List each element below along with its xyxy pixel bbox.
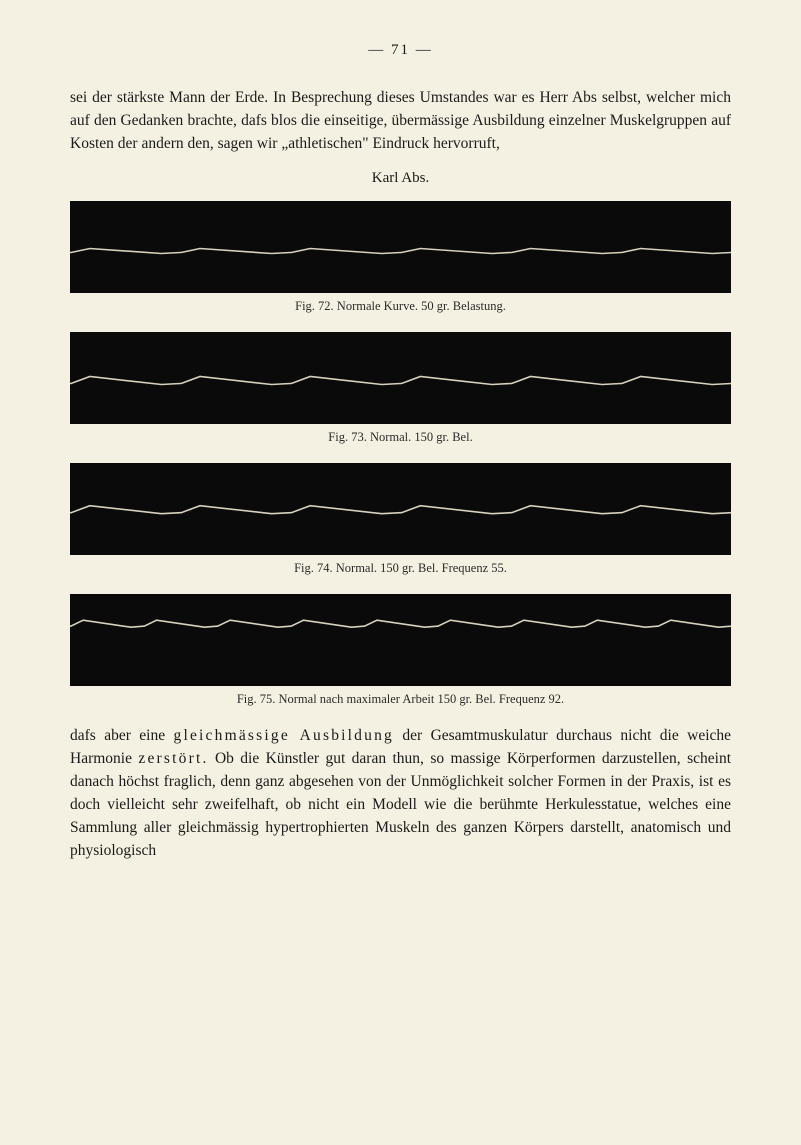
figure-heading: Karl Abs. bbox=[70, 170, 731, 187]
figure-2: Fig. 73. Normal. 150 gr. Bel. bbox=[70, 332, 731, 445]
paragraph-1: sei der stärkste Mann der Erde. In Bespr… bbox=[70, 87, 731, 156]
figure-1: Fig. 72. Normale Kurve. 50 gr. Belastung… bbox=[70, 201, 731, 314]
figure-4-image bbox=[70, 594, 731, 686]
figure-2-caption: Fig. 73. Normal. 150 gr. Bel. bbox=[70, 430, 731, 445]
figure-2-image bbox=[70, 332, 731, 424]
p2-spaced-1: gleichmässige Ausbildung bbox=[174, 727, 395, 744]
figure-1-image bbox=[70, 201, 731, 293]
figure-3: Fig. 74. Normal. 150 gr. Bel. Frequenz 5… bbox=[70, 463, 731, 576]
page-number: — 71 — bbox=[70, 42, 731, 59]
figure-3-caption: Fig. 74. Normal. 150 gr. Bel. Frequenz 5… bbox=[70, 561, 731, 576]
paragraph-2: dafs aber eine gleichmässige Ausbildung … bbox=[70, 725, 731, 863]
p2-pre: dafs aber eine bbox=[70, 727, 174, 744]
figure-4-caption: Fig. 75. Normal nach maximaler Arbeit 15… bbox=[70, 692, 731, 707]
figure-1-caption: Fig. 72. Normale Kurve. 50 gr. Belastung… bbox=[70, 299, 731, 314]
figure-3-image bbox=[70, 463, 731, 555]
figures-container: Fig. 72. Normale Kurve. 50 gr. Belastung… bbox=[70, 201, 731, 707]
figure-4: Fig. 75. Normal nach maximaler Arbeit 15… bbox=[70, 594, 731, 707]
p2-spaced-2: zerstört. bbox=[138, 750, 208, 767]
